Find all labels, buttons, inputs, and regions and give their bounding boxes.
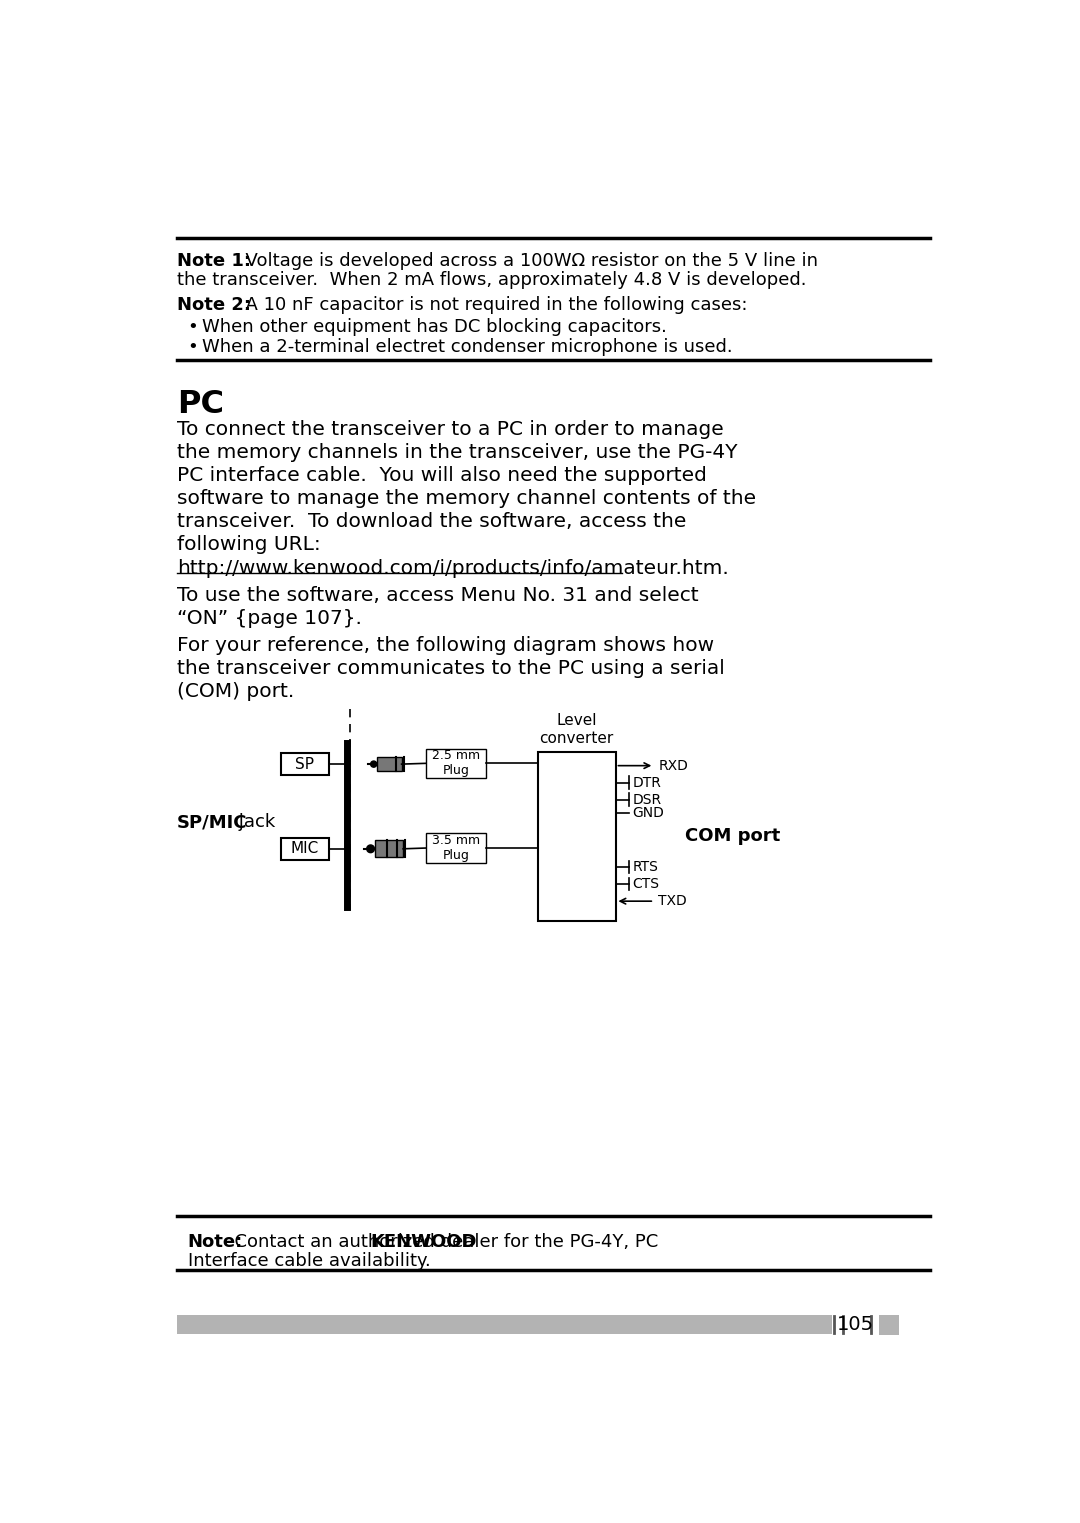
Bar xyxy=(426,749,486,778)
Bar xyxy=(281,838,328,859)
Text: Interface cable availability.: Interface cable availability. xyxy=(188,1252,431,1270)
Bar xyxy=(538,752,616,921)
Text: DSR: DSR xyxy=(633,792,662,807)
Text: Level
converter: Level converter xyxy=(540,713,613,746)
Text: the memory channels in the transceiver, use the PG-4Y: the memory channels in the transceiver, … xyxy=(177,443,738,461)
Text: the transceiver.  When 2 mA flows, approximately 4.8 V is developed.: the transceiver. When 2 mA flows, approx… xyxy=(177,271,807,289)
Text: DTR: DTR xyxy=(633,775,661,789)
Text: PC: PC xyxy=(177,388,224,420)
Text: To connect the transceiver to a PC in order to manage: To connect the transceiver to a PC in or… xyxy=(177,420,724,439)
Text: COM port: COM port xyxy=(685,827,781,845)
Text: A 10 nF capacitor is not required in the following cases:: A 10 nF capacitor is not required in the… xyxy=(234,295,747,314)
Text: http://www.kenwood.com/i/products/info/amateur.htm.: http://www.kenwood.com/i/products/info/a… xyxy=(177,559,729,577)
Text: 105: 105 xyxy=(837,1316,875,1334)
Text: 2.5 mm
Plug: 2.5 mm Plug xyxy=(432,749,480,777)
Text: Note 2:: Note 2: xyxy=(177,295,251,314)
Text: RXD: RXD xyxy=(658,758,688,772)
Text: “ON” {page 107}.: “ON” {page 107}. xyxy=(177,609,362,629)
Text: When other equipment has DC blocking capacitors.: When other equipment has DC blocking cap… xyxy=(202,317,666,335)
Text: Contact an authorized: Contact an authorized xyxy=(224,1234,441,1250)
Circle shape xyxy=(367,845,375,853)
Text: PC interface cable.  You will also need the supported: PC interface cable. You will also need t… xyxy=(177,466,706,486)
Text: transceiver.  To download the software, access the: transceiver. To download the software, a… xyxy=(177,512,686,532)
Text: dealer for the PG-4Y, PC: dealer for the PG-4Y, PC xyxy=(435,1234,658,1250)
Text: When a 2-terminal electret condenser microphone is used.: When a 2-terminal electret condenser mic… xyxy=(202,338,732,355)
Text: the transceiver communicates to the PC using a serial: the transceiver communicates to the PC u… xyxy=(177,659,725,678)
Text: For your reference, the following diagram shows how: For your reference, the following diagra… xyxy=(177,637,714,655)
Text: RTS: RTS xyxy=(633,860,659,874)
Text: jack: jack xyxy=(233,813,275,832)
Text: SP: SP xyxy=(295,757,314,772)
Bar xyxy=(177,1316,832,1334)
Text: To use the software, access Menu No. 31 and select: To use the software, access Menu No. 31 … xyxy=(177,586,699,605)
Bar xyxy=(426,833,486,862)
Text: GND: GND xyxy=(633,806,664,821)
Text: Note 1:: Note 1: xyxy=(177,253,251,270)
Text: TXD: TXD xyxy=(658,894,687,908)
Bar xyxy=(281,754,328,775)
Text: CTS: CTS xyxy=(633,877,660,891)
Text: SP/MIC: SP/MIC xyxy=(177,813,247,832)
Text: •: • xyxy=(188,338,199,355)
Text: (COM) port.: (COM) port. xyxy=(177,682,294,702)
Circle shape xyxy=(370,762,377,768)
Text: MIC: MIC xyxy=(291,841,319,856)
Text: KENWOOD: KENWOOD xyxy=(370,1234,477,1250)
Bar xyxy=(375,841,403,857)
Bar xyxy=(879,1314,900,1334)
Bar xyxy=(377,757,402,771)
Text: •: • xyxy=(188,317,199,335)
Text: 3.5 mm
Plug: 3.5 mm Plug xyxy=(432,835,480,862)
Text: following URL:: following URL: xyxy=(177,536,321,554)
Text: Note:: Note: xyxy=(188,1234,243,1250)
Text: Voltage is developed across a 100WΩ resistor on the 5 V line in: Voltage is developed across a 100WΩ resi… xyxy=(234,253,819,270)
Text: software to manage the memory channel contents of the: software to manage the memory channel co… xyxy=(177,489,756,509)
